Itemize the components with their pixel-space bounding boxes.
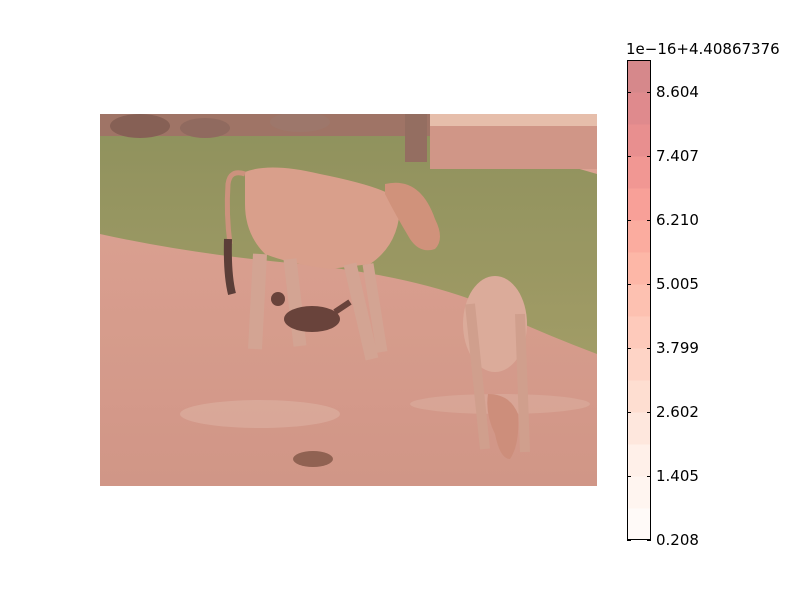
colorbar-tick-mark — [647, 283, 651, 285]
colorbar-tick-mark — [647, 219, 651, 221]
colorbar-band — [627, 124, 651, 157]
colorbar-offset-text: 1e−16+4.40867376 — [626, 40, 780, 58]
colorbar-band — [627, 508, 651, 540]
colorbar-tick-label: 8.604 — [656, 82, 699, 101]
colorbar-band — [627, 188, 651, 221]
colorbar-tick-mark — [647, 348, 651, 350]
colorbar-band — [627, 444, 651, 477]
bird — [271, 292, 352, 332]
colorbar-tick-mark — [647, 412, 651, 414]
cow-adult — [223, 167, 440, 361]
colorbar-tick-mark — [627, 412, 631, 414]
colorbar-tick-mark — [627, 540, 631, 541]
colorbar-band — [627, 380, 651, 413]
colorbar-tick-label: 1.405 — [656, 467, 699, 486]
colorbar-band — [627, 476, 651, 509]
colorbar-tick-mark — [647, 540, 651, 541]
colorbar-tick-label: 7.407 — [656, 146, 699, 165]
colorbar-tick-mark — [627, 476, 631, 478]
colorbar — [627, 60, 651, 540]
colorbar-band — [627, 60, 651, 93]
dung — [293, 451, 333, 467]
colorbar-band — [627, 156, 651, 189]
colorbar-tick-mark — [647, 91, 651, 93]
colorbar-gradient — [627, 60, 651, 540]
photo-image — [100, 114, 597, 486]
colorbar-tick-mark — [627, 283, 631, 285]
heatmap-overlay — [100, 114, 597, 486]
colorbar-band — [627, 252, 651, 285]
colorbar-tick-label: 6.210 — [656, 210, 699, 229]
colorbar-band — [627, 92, 651, 125]
colorbar-band — [627, 316, 651, 349]
colorbar-tick-label: 2.602 — [656, 403, 699, 422]
colorbar-band — [627, 284, 651, 317]
photo-scene — [100, 114, 597, 486]
colorbar-tick-label: 3.799 — [656, 339, 699, 358]
colorbar-tick-label: 5.005 — [656, 274, 699, 293]
colorbar-tick-mark — [647, 476, 651, 478]
colorbar-band — [627, 348, 651, 381]
colorbar-tick-mark — [627, 219, 631, 221]
colorbar-tick-label: 0.208 — [656, 531, 699, 549]
calf — [463, 276, 530, 459]
colorbar-tick-mark — [627, 155, 631, 157]
colorbar-band — [627, 220, 651, 253]
colorbar-tick-mark — [627, 348, 631, 350]
colorbar-tick-mark — [647, 155, 651, 157]
colorbar-border — [627, 60, 651, 540]
colorbar-tick-mark — [627, 91, 631, 93]
colorbar-band — [627, 412, 651, 445]
